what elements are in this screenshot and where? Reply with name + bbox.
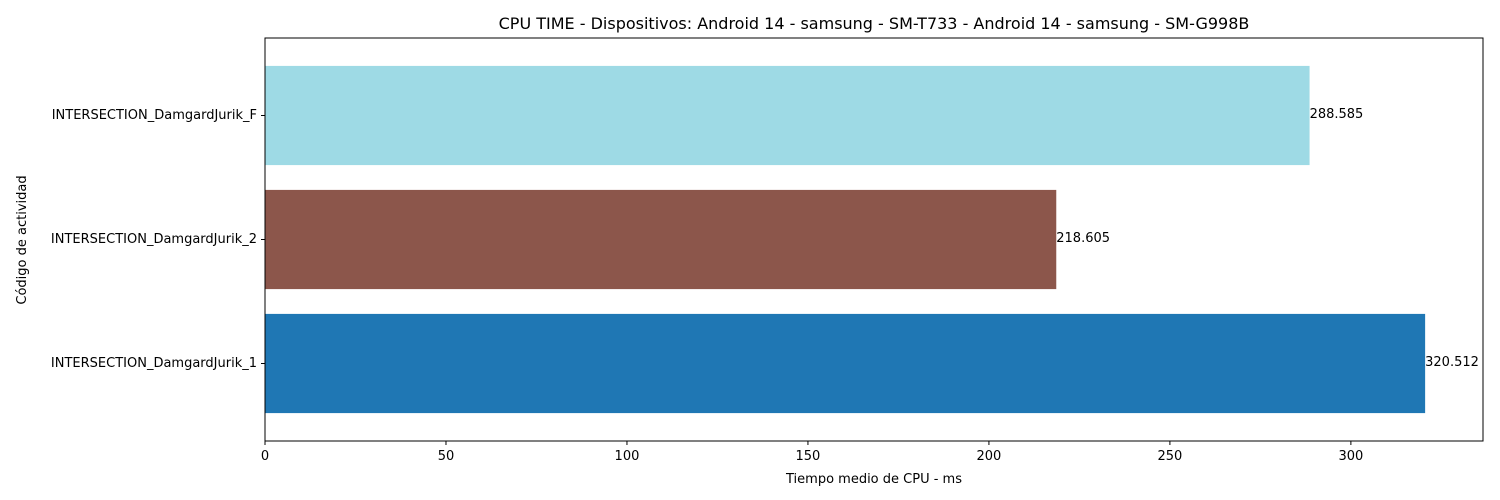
bar-1 — [265, 313, 1426, 414]
bars-layer — [265, 65, 1426, 414]
chart-title: CPU TIME - Dispositivos: Android 14 - sa… — [499, 14, 1250, 33]
y-tick-label-2: INTERSECTION_DamgardJurik_2 — [51, 232, 257, 247]
x-tick-label-100: 100 — [615, 449, 640, 464]
axes-layer: INTERSECTION_DamgardJurik_1 INTERSECTION_… — [51, 108, 1363, 464]
x-axis-label: Tiempo medio de CPU - ms — [785, 472, 962, 487]
labels-layer: 320.512 218.605 288.585 — [1056, 107, 1479, 370]
x-tick-label-50: 50 — [438, 449, 455, 464]
y-axis-label: Código de actividad — [15, 175, 30, 304]
bar-3 — [265, 65, 1310, 166]
bar-value-label-2: 218.605 — [1056, 231, 1110, 246]
y-tick-label-1: INTERSECTION_DamgardJurik_1 — [51, 356, 257, 371]
x-tick-label-250: 250 — [1157, 449, 1182, 464]
bar-value-label-1: 320.512 — [1425, 355, 1479, 370]
x-tick-label-200: 200 — [977, 449, 1002, 464]
bar-2 — [265, 189, 1057, 290]
x-tick-label-0: 0 — [261, 449, 269, 464]
bar-value-label-3: 288.585 — [1310, 107, 1364, 122]
x-tick-label-150: 150 — [796, 449, 821, 464]
y-tick-label-3: INTERSECTION_DamgardJurik_F — [52, 108, 257, 123]
x-tick-label-300: 300 — [1338, 449, 1363, 464]
